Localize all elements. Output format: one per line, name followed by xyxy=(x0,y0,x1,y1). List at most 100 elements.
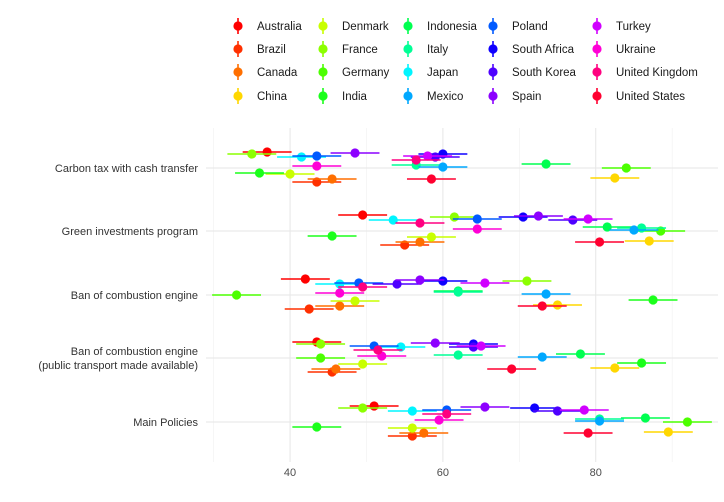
data-point xyxy=(231,290,242,300)
legend-label: Canada xyxy=(257,67,298,79)
series-ukraine xyxy=(292,161,502,425)
data-point xyxy=(480,402,490,412)
x-tick-label: 80 xyxy=(590,467,602,479)
legend-item: India xyxy=(318,88,368,104)
data-point xyxy=(426,174,437,184)
legend-label: United States xyxy=(616,91,685,103)
legend-key-dot xyxy=(592,91,602,101)
category-label: Ban of combustion engine (public transpor… xyxy=(38,346,198,372)
data-point xyxy=(358,359,368,369)
data-point xyxy=(373,345,383,355)
data-point xyxy=(392,279,402,289)
data-point xyxy=(453,287,463,297)
data-point xyxy=(636,358,647,368)
data-point xyxy=(583,214,593,224)
legend-key-dot xyxy=(233,67,243,77)
data-point xyxy=(430,338,440,348)
data-point xyxy=(610,363,620,373)
legend-key-dot xyxy=(488,21,498,31)
data-point xyxy=(472,214,482,224)
series-china xyxy=(533,173,693,437)
legend-label: United Kingdom xyxy=(616,67,698,79)
legend-label: South Korea xyxy=(512,67,577,79)
legend-item: South Korea xyxy=(488,64,577,80)
legend-key-dot xyxy=(233,21,243,31)
data-point xyxy=(533,211,544,221)
data-point xyxy=(350,148,360,158)
series-canada xyxy=(307,174,449,438)
series-mexico xyxy=(418,162,659,426)
data-point xyxy=(411,155,421,165)
data-point xyxy=(331,364,341,374)
legend-item: Denmark xyxy=(318,18,389,34)
legend-label: Germany xyxy=(342,67,390,79)
series-australia xyxy=(242,147,399,411)
legend-key-dot xyxy=(318,44,328,54)
data-point xyxy=(438,162,448,172)
legend-label: South Africa xyxy=(512,44,575,56)
x-tick-label: 40 xyxy=(284,467,296,479)
legend-label: India xyxy=(342,91,368,103)
legend-item: Poland xyxy=(488,18,548,34)
series-united-kingdom xyxy=(338,155,472,419)
legend-item: South Africa xyxy=(488,41,575,57)
legend-key-dot xyxy=(592,21,602,31)
legend-key-dot xyxy=(488,91,498,101)
data-point xyxy=(327,174,337,184)
legend-item: Ukraine xyxy=(592,41,656,57)
data-point xyxy=(537,301,547,311)
data-point xyxy=(419,428,429,438)
category-label: Ban of combustion engine xyxy=(71,290,198,302)
data-point xyxy=(537,352,547,362)
legend-item: Japan xyxy=(403,64,458,80)
legend-item: Indonesia xyxy=(403,18,477,34)
legend-key-dot xyxy=(592,44,602,54)
data-point xyxy=(312,422,322,432)
data-point xyxy=(579,405,589,415)
series-denmark xyxy=(265,169,456,433)
data-marks xyxy=(212,147,712,441)
legend-key-dot xyxy=(318,91,328,101)
data-point xyxy=(468,342,479,352)
data-point xyxy=(426,232,437,242)
data-point xyxy=(335,301,345,311)
legend-item: Australia xyxy=(233,18,302,34)
legend-label: Mexico xyxy=(427,91,463,103)
data-point xyxy=(438,276,448,286)
data-point xyxy=(518,212,528,222)
legend-item: Turkey xyxy=(592,18,651,34)
legend-label: Brazil xyxy=(257,44,286,56)
legend-item: Spain xyxy=(488,88,541,104)
data-point xyxy=(594,237,605,247)
legend-key-dot xyxy=(403,44,413,54)
legend-label: Indonesia xyxy=(427,21,477,33)
data-point xyxy=(522,276,532,286)
data-point xyxy=(358,282,368,292)
legend-label: Spain xyxy=(512,91,541,103)
data-point xyxy=(476,341,486,351)
legend-label: Denmark xyxy=(342,21,389,33)
legend-key-dot xyxy=(403,91,413,101)
data-point xyxy=(327,231,337,241)
data-point xyxy=(449,212,459,222)
data-point xyxy=(304,304,314,314)
legend-label: Turkey xyxy=(616,21,651,33)
data-point xyxy=(640,413,651,423)
category-axis: Carbon tax with cash transfer Green inves… xyxy=(38,163,198,429)
series-italy xyxy=(391,160,667,424)
data-point xyxy=(594,416,605,426)
series-spain xyxy=(330,148,563,412)
legend-item: China xyxy=(233,88,288,104)
data-point xyxy=(358,403,368,413)
legend-key-dot xyxy=(233,91,243,101)
legend-item: United Kingdom xyxy=(592,64,698,80)
data-point xyxy=(541,289,551,299)
legend-item: Germany xyxy=(318,64,390,80)
data-point xyxy=(629,225,639,235)
legend-key-dot xyxy=(403,67,413,77)
data-point xyxy=(552,300,563,310)
data-point xyxy=(358,210,368,220)
legend-item: Brazil xyxy=(233,41,286,57)
legend-key-dot xyxy=(488,44,498,54)
data-point xyxy=(369,401,379,411)
